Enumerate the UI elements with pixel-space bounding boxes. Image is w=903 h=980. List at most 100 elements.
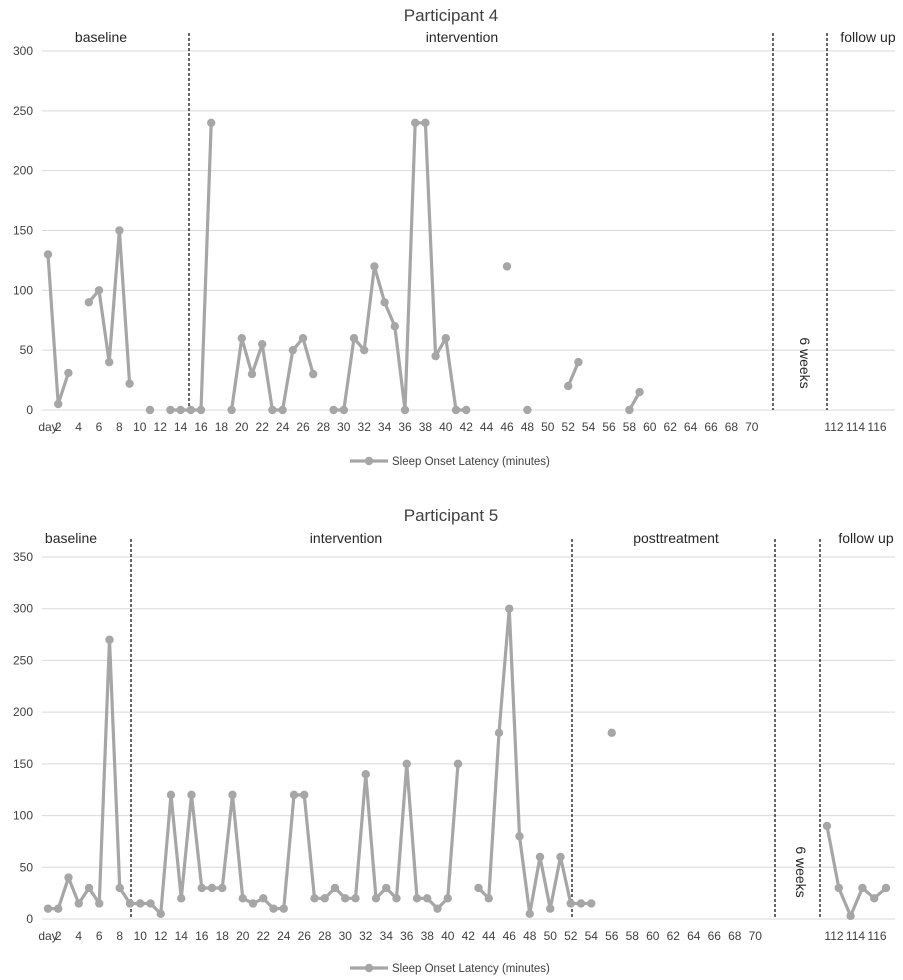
x-tick-label: 12 — [154, 420, 168, 434]
data-point — [300, 790, 309, 800]
data-point — [187, 790, 196, 800]
data-point — [269, 904, 278, 913]
y-tick-label: 150 — [13, 757, 33, 771]
data-point — [218, 883, 227, 893]
data-point — [94, 286, 104, 295]
data-point — [259, 894, 268, 903]
x-tick-label: 10 — [134, 929, 148, 943]
x-tick-label: 70 — [745, 420, 759, 434]
data-point — [330, 883, 340, 893]
data-point — [95, 899, 104, 908]
data-point — [237, 334, 246, 343]
data-point — [227, 405, 236, 415]
x-tick-label: 20 — [235, 420, 249, 434]
y-tick-label: 0 — [26, 912, 33, 926]
data-point — [288, 345, 297, 355]
x-tick-label: 4 — [75, 929, 82, 943]
data-point — [268, 405, 277, 415]
x-tick-label: 66 — [704, 420, 718, 434]
x-tick-label: 34 — [378, 420, 392, 434]
data-point — [64, 873, 73, 882]
data-point — [166, 790, 176, 800]
data-point — [64, 368, 73, 378]
y-tick-label: 250 — [13, 653, 33, 667]
data-point — [494, 728, 504, 738]
data-point — [411, 118, 420, 128]
data-point — [402, 759, 411, 769]
data-point — [238, 894, 247, 903]
data-point — [289, 790, 299, 800]
x-tick-label: 66 — [708, 929, 722, 943]
data-point — [279, 904, 288, 913]
data-point — [207, 883, 217, 893]
data-point — [441, 334, 450, 343]
legend-label: Sleep Onset Latency (minutes) — [392, 456, 550, 468]
x-tick-label: 2 — [55, 929, 62, 943]
x-tick-label: 24 — [276, 420, 290, 434]
x-tick-label: 16 — [194, 420, 208, 434]
y-tick-label: 350 — [13, 550, 33, 564]
data-point — [431, 351, 440, 361]
data-point — [309, 369, 318, 379]
x-tick-label: 4 — [75, 420, 82, 434]
series-line — [46, 254, 70, 406]
y-tick-label: 50 — [20, 860, 34, 874]
series-line — [566, 361, 580, 387]
x-tick-label: 28 — [318, 929, 332, 943]
phase-label: intervention — [426, 29, 498, 45]
x-tick-label: 16 — [195, 929, 209, 943]
data-point — [84, 298, 94, 307]
data-point — [176, 405, 185, 415]
data-point — [370, 262, 379, 271]
x-tick-label: 116 — [867, 929, 886, 943]
y-tick-label: 100 — [13, 809, 33, 823]
x-tick-label: 54 — [585, 929, 599, 943]
x-tick-label: 114 — [846, 929, 865, 943]
data-point — [392, 894, 401, 903]
x-tick-label: 20 — [236, 929, 250, 943]
data-point — [474, 883, 483, 893]
x-tick-label: 58 — [623, 420, 637, 434]
data-point — [566, 899, 575, 908]
x-tick-label: 112 — [824, 929, 843, 943]
data-point — [607, 728, 616, 738]
x-tick-label: 6 — [96, 420, 103, 434]
x-tick-label: 34 — [380, 929, 394, 943]
data-point — [834, 883, 843, 893]
x-tick-label: 36 — [398, 420, 412, 434]
data-point — [881, 883, 891, 893]
data-point — [870, 894, 879, 903]
x-tick-label: 26 — [298, 929, 312, 943]
phase-label: baseline — [45, 530, 97, 546]
x-tick-label: 70 — [749, 929, 763, 943]
data-point — [564, 381, 573, 391]
data-point — [523, 405, 532, 415]
x-tick-label: 48 — [521, 420, 535, 434]
x-tick-label: 42 — [460, 420, 474, 434]
x-tick-label: 116 — [867, 420, 886, 434]
data-point — [54, 399, 63, 409]
y-tick-label: 250 — [13, 104, 33, 118]
data-point — [587, 899, 596, 908]
data-point — [186, 405, 195, 415]
data-point — [625, 405, 634, 415]
data-point — [390, 322, 399, 331]
data-point — [423, 894, 432, 903]
data-point — [84, 883, 94, 893]
data-point — [145, 405, 155, 415]
data-point — [412, 894, 422, 903]
gap-label: 6 weeks — [797, 337, 813, 388]
x-tick-label: 38 — [419, 420, 433, 434]
x-tick-label: 18 — [215, 420, 229, 434]
x-tick-label: day — [38, 929, 57, 943]
data-point — [74, 899, 83, 908]
x-tick-label: 58 — [626, 929, 640, 943]
data-point — [125, 899, 135, 908]
x-tick-label: 36 — [400, 929, 414, 943]
x-tick-label: 40 — [441, 929, 455, 943]
x-tick-label: 32 — [359, 929, 373, 943]
phase-label: baseline — [75, 29, 127, 45]
y-tick-label: 150 — [13, 224, 33, 238]
